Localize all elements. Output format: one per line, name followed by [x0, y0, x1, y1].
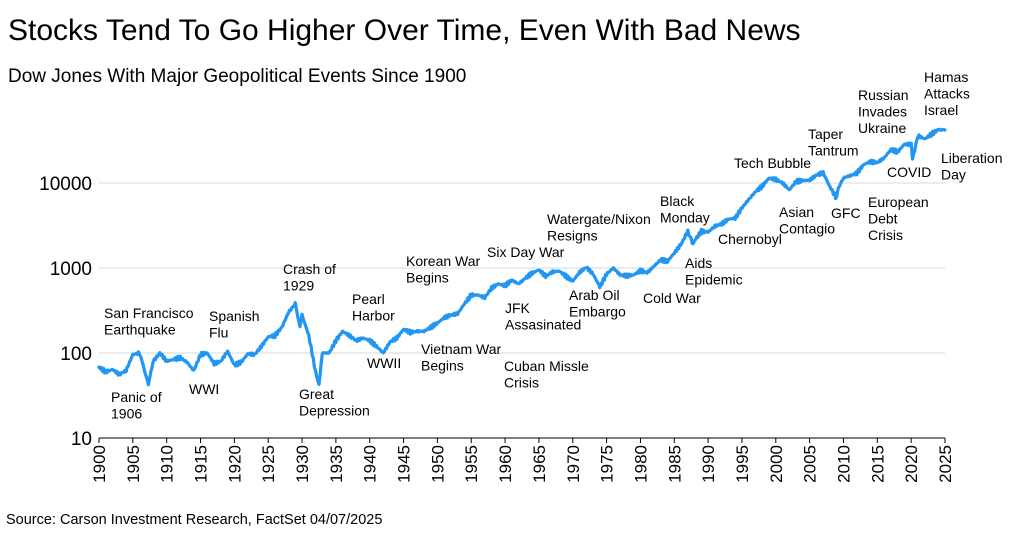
y-tick-label: 1000	[50, 259, 92, 280]
event-annotation: Watergate/Nixon Resigns	[547, 211, 651, 244]
axes: 10 100 1000 10000 1900 1905 1910 1915 1920 1925 19…	[39, 174, 955, 483]
x-tick-label: 1990	[699, 445, 718, 483]
x-tick-label: 2010	[834, 445, 853, 483]
x-tick-label: 2020	[902, 445, 921, 483]
event-annotation: Cuban Missle Crisis	[504, 358, 589, 391]
x-tick-label: 1945	[395, 445, 414, 483]
event-annotation: San Francisco Earthquake	[104, 305, 194, 338]
event-annotation: Russian Invades Ukraine	[858, 87, 909, 136]
event-annotation: Spanish Flu	[209, 308, 260, 341]
gridlines	[99, 182, 945, 354]
event-annotation: Panic of 1906	[111, 389, 162, 422]
event-annotation: Hamas Attacks Israel	[924, 69, 970, 118]
event-annotation: Chernobyl	[718, 231, 782, 247]
x-tick-label: 1935	[327, 445, 346, 483]
x-tick-label: 1900	[90, 445, 109, 483]
x-tick-label: 1995	[733, 445, 752, 483]
chart-area: 10 100 1000 10000 1900 1905 1910 1915 1920 1925 19…	[39, 69, 1003, 483]
x-tick-label: 1920	[225, 445, 244, 483]
x-tick-label: 1965	[530, 445, 549, 483]
event-annotation: Great Depression	[299, 386, 370, 419]
event-annotation: Liberation Day	[941, 150, 1003, 183]
event-annotation: Six Day War	[487, 244, 565, 260]
y-tick-label: 10	[71, 429, 92, 450]
x-tick-label: 1905	[124, 445, 143, 483]
y-tick-label: 10000	[39, 174, 92, 195]
y-tick-label: 100	[60, 344, 92, 365]
event-annotation: WWI	[189, 381, 219, 397]
event-annotation: Taper Tantrum	[808, 126, 859, 159]
event-annotation: JFK Assasinated	[505, 300, 581, 333]
dow-jones-line	[97, 127, 947, 387]
x-tick-label: 2025	[936, 445, 955, 483]
x-tick-label: 1930	[293, 445, 312, 483]
event-annotation: European Debt Crisis	[868, 194, 929, 243]
source-note: Source: Carson Investment Research, Fact…	[6, 512, 383, 528]
annotations: San Francisco Earthquake Panic of 1906 WWI Sp…	[104, 69, 1003, 422]
x-tick-label: 2000	[767, 445, 786, 483]
event-annotation: Crash of 1929	[283, 261, 336, 294]
x-tick-label: 1970	[564, 445, 583, 483]
event-annotation: Vietnam War Begins	[421, 341, 501, 374]
event-annotation: Black Monday	[660, 193, 710, 226]
x-tick-label: 2015	[868, 445, 887, 483]
x-tick-label: 1940	[361, 445, 380, 483]
event-annotation: Korean War Begins	[406, 253, 481, 286]
x-tick-label: 1955	[462, 445, 481, 483]
x-tick-label: 1910	[158, 445, 177, 483]
x-tick-label: 1950	[428, 445, 447, 483]
x-tick-label: 1985	[665, 445, 684, 483]
x-tick-label: 1915	[192, 445, 211, 483]
event-annotation: Cold War	[643, 290, 701, 306]
event-annotation: Asian Contagio	[779, 204, 835, 237]
x-tick-label: 1975	[598, 445, 617, 483]
event-annotation: GFC	[831, 205, 861, 221]
chart-subtitle: Dow Jones With Major Geopolitical Events…	[8, 66, 467, 87]
event-annotation: Aids Epidemic	[685, 255, 743, 288]
x-tick-label: 2005	[801, 445, 820, 483]
event-annotation: Arab Oil Embargo	[569, 287, 626, 320]
x-tick-label: 1960	[496, 445, 515, 483]
series-layer	[97, 127, 947, 387]
event-annotation: Tech Bubble	[734, 155, 811, 171]
chart-title: Stocks Tend To Go Higher Over Time, Even…	[8, 14, 801, 47]
event-annotation: Pearl Harbor	[352, 291, 395, 324]
event-annotation: WWII	[367, 355, 401, 371]
x-tick-label: 1925	[259, 445, 278, 483]
x-tick-label: 1980	[631, 445, 650, 483]
event-annotation: COVID	[887, 164, 931, 180]
